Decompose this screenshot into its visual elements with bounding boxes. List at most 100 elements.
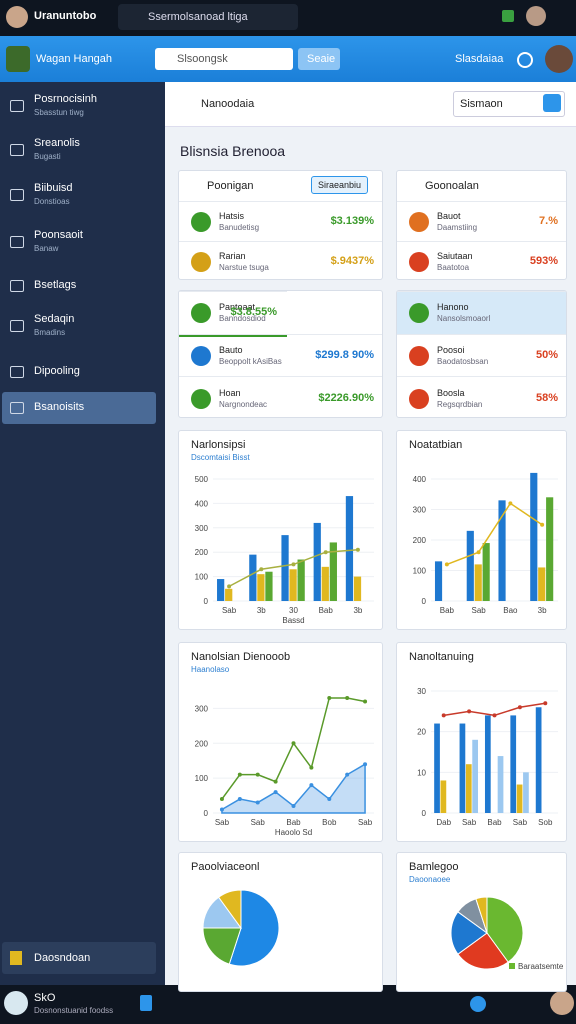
y-tick-label: 10 [417, 768, 426, 777]
avatar[interactable] [545, 45, 573, 73]
icon[interactable] [517, 52, 533, 68]
user-menu[interactable]: Slasdaiaa [455, 53, 504, 65]
x-tick-label: Bao [503, 606, 518, 615]
card-row: Pantoaat Banndosdiod $3.8.55% [179, 291, 287, 337]
nav-item[interactable]: Bsetlags [2, 270, 156, 302]
chart-subtitle: Dscomtaisi Bisst [191, 453, 250, 462]
pie-slice [228, 889, 280, 967]
y-tick-label: 0 [422, 597, 427, 606]
point [543, 701, 548, 706]
bar [535, 707, 542, 813]
bar [434, 561, 443, 601]
bottom-name: SkO [34, 992, 56, 1004]
nav-icon [10, 189, 24, 201]
bar [217, 579, 225, 601]
card-row: Boosla Regsqrdbian 58% [397, 376, 566, 417]
bar [474, 564, 482, 601]
row-value: 593% [529, 255, 558, 267]
row-sub: Regsqrdbian [437, 399, 483, 409]
card-button[interactable]: Siraeanbiu [311, 176, 369, 194]
nav-label: Sreanolis [34, 137, 80, 149]
bar [484, 715, 491, 813]
nav-sub: Banaw [34, 244, 59, 253]
row-value: $3.8.55% [230, 306, 277, 319]
pie-slice [457, 932, 509, 970]
bar [281, 535, 289, 601]
y-tick-label: 500 [195, 475, 209, 484]
avatar[interactable] [4, 991, 28, 1015]
row-value: $3.139% [330, 215, 374, 227]
point [309, 783, 314, 788]
point [441, 713, 446, 718]
bar [321, 566, 329, 601]
row-sub: Daamstiing [437, 223, 478, 232]
search-button[interactable]: Seaie [298, 48, 340, 70]
sidebar: Daosndoan Posrnocisinh Sbasstun tiwg Srean… [0, 82, 165, 985]
chart-title: Narlonsipsi [191, 439, 246, 451]
legend-swatch [509, 963, 515, 969]
y-tick-label: 0 [204, 597, 209, 606]
row-name: Rarian [219, 251, 246, 261]
nav-item[interactable]: Bsanoisits [2, 392, 156, 424]
sidebar-footer[interactable]: Daosndoan [2, 942, 156, 974]
point [273, 779, 278, 784]
x-tick-label: Sab [513, 818, 528, 827]
card: Goonoalan Bauot Daamstiing 7.% Saiutaan Baato… [396, 170, 567, 280]
chart-title: Bamlegoo [409, 861, 459, 873]
nav-sub: Bugasti [34, 152, 61, 161]
point [492, 713, 497, 718]
x-tick-label: 30 [289, 606, 298, 615]
dropdown[interactable]: Sismaon [453, 91, 565, 117]
icon[interactable] [470, 996, 486, 1012]
icon[interactable] [140, 995, 152, 1011]
nav-item[interactable]: Sreanolis Bugasti [2, 134, 156, 166]
nav-item[interactable]: Sedaqin Bmadins [2, 310, 156, 342]
row-icon [191, 345, 211, 366]
avatar[interactable] [550, 991, 574, 1015]
logo[interactable] [6, 46, 30, 72]
card-row: Hanono Nansolsmoaorl [397, 291, 566, 335]
nav-label: Poonsaoit [34, 229, 83, 241]
point [363, 699, 368, 704]
nav-label: Biibuisd [34, 182, 73, 194]
row-value: $.9437% [330, 255, 374, 267]
nav-item[interactable]: Biibuisd Donstioas [2, 179, 156, 211]
nav-item[interactable]: Posrnocisinh Sbasstun tiwg [2, 90, 156, 122]
y-tick-label: 20 [417, 728, 426, 737]
x-tick-label: Bab [319, 606, 334, 615]
pie-slice [475, 896, 488, 934]
bar [465, 764, 472, 813]
nav-item[interactable]: Dipooling [2, 356, 156, 388]
nav-item[interactable]: Poonsaoit Banaw [2, 226, 156, 258]
search-box[interactable]: Slsoongsk [155, 48, 293, 70]
nav-sub: Sbasstun tiwg [34, 108, 84, 117]
row-icon [409, 388, 429, 409]
point [219, 807, 224, 812]
dropdown-button[interactable] [543, 94, 561, 112]
bar [497, 756, 504, 813]
row-sub: Nansolsmoaorl [437, 314, 491, 324]
y-tick-label: 300 [195, 704, 209, 713]
row-sub: Beoppolt kAsiBas [219, 356, 282, 366]
icon [10, 951, 22, 965]
chart: 0 10 20 30 Dab Sab Bab Sab Sob [417, 687, 558, 827]
card-row: Bauot Daamstiing 7.% [397, 201, 566, 242]
x-tick-label: Sab [251, 818, 266, 827]
x-tick-label: Sob [538, 818, 553, 827]
nav-label: Bsanoisits [34, 401, 85, 413]
nav-icon [10, 280, 24, 292]
icon[interactable] [502, 10, 514, 22]
x-tick-label: Sab [215, 818, 230, 827]
bar [459, 723, 466, 813]
x-axis-label: Bassd [282, 616, 304, 625]
x-tick-label: Sab [222, 606, 237, 615]
chart-card: Nanolsian Dienooob Haanolaso 0 100 200 300 Sab… [178, 642, 383, 842]
avatar[interactable] [6, 6, 28, 28]
y-tick-label: 300 [195, 524, 209, 533]
avatar[interactable] [526, 6, 546, 26]
bar [510, 715, 517, 813]
chart-title: Nanolsian Dienooob [191, 651, 291, 663]
row-value: $2226.90% [318, 391, 374, 404]
tab[interactable]: Ssermolsanoad ltiga [118, 4, 298, 30]
page-title: Blisnsia Brenooa [180, 143, 286, 159]
